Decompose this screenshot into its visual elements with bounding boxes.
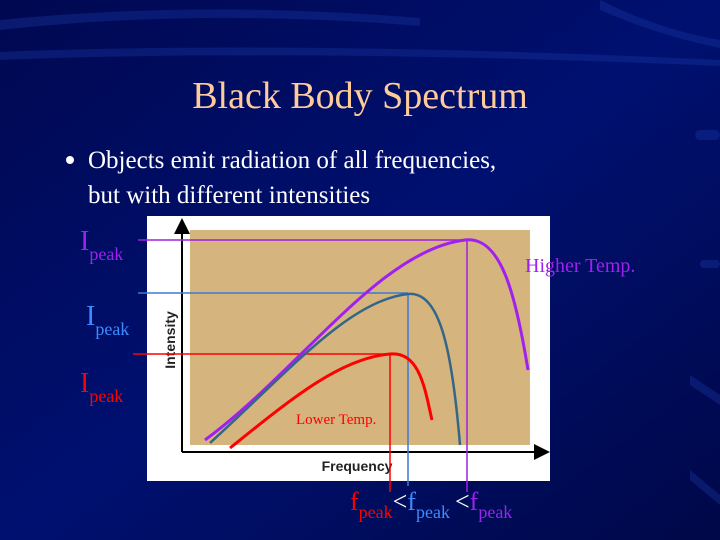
freq-symbol: f [470,487,479,516]
frequency-relation: fpeak<fpeak <fpeak [350,487,512,522]
y-axis-label: Intensity [162,311,178,369]
freq-subscript: peak [478,502,512,522]
peak-label: Ipeak [80,226,123,264]
peak-subscript: peak [89,386,123,406]
freq-subscript: peak [359,502,393,522]
peak-symbol: I [80,368,89,399]
lower-temp-label: Lower Temp. [296,412,376,428]
x-axis-label: Frequency [322,458,393,474]
less-than: < [393,487,408,516]
freq-subscript: peak [416,502,450,522]
peak-symbol: I [86,301,95,332]
background-stripes [0,0,720,505]
bullet-marker [66,156,74,164]
peak-label: Ipeak [86,301,129,339]
freq-symbol: f [407,487,416,516]
mid-temp-curve [209,292,462,446]
freq-symbol: f [350,487,359,516]
slide-title: Black Body Spectrum [192,75,528,117]
less-than: < [455,487,470,516]
low-temp-curve [229,352,434,450]
peak-subscript: peak [95,319,129,339]
peak-label: Ipeak [80,368,123,406]
bullet-text: Objects emit radiation of all frequencie… [88,147,496,174]
high-temp-curve [204,238,530,442]
bullet-text: but with different intensities [88,182,370,209]
peak-subscript: peak [89,244,123,264]
peak-symbol: I [80,226,89,257]
higher-temp-label: Higher Temp. [525,255,635,277]
